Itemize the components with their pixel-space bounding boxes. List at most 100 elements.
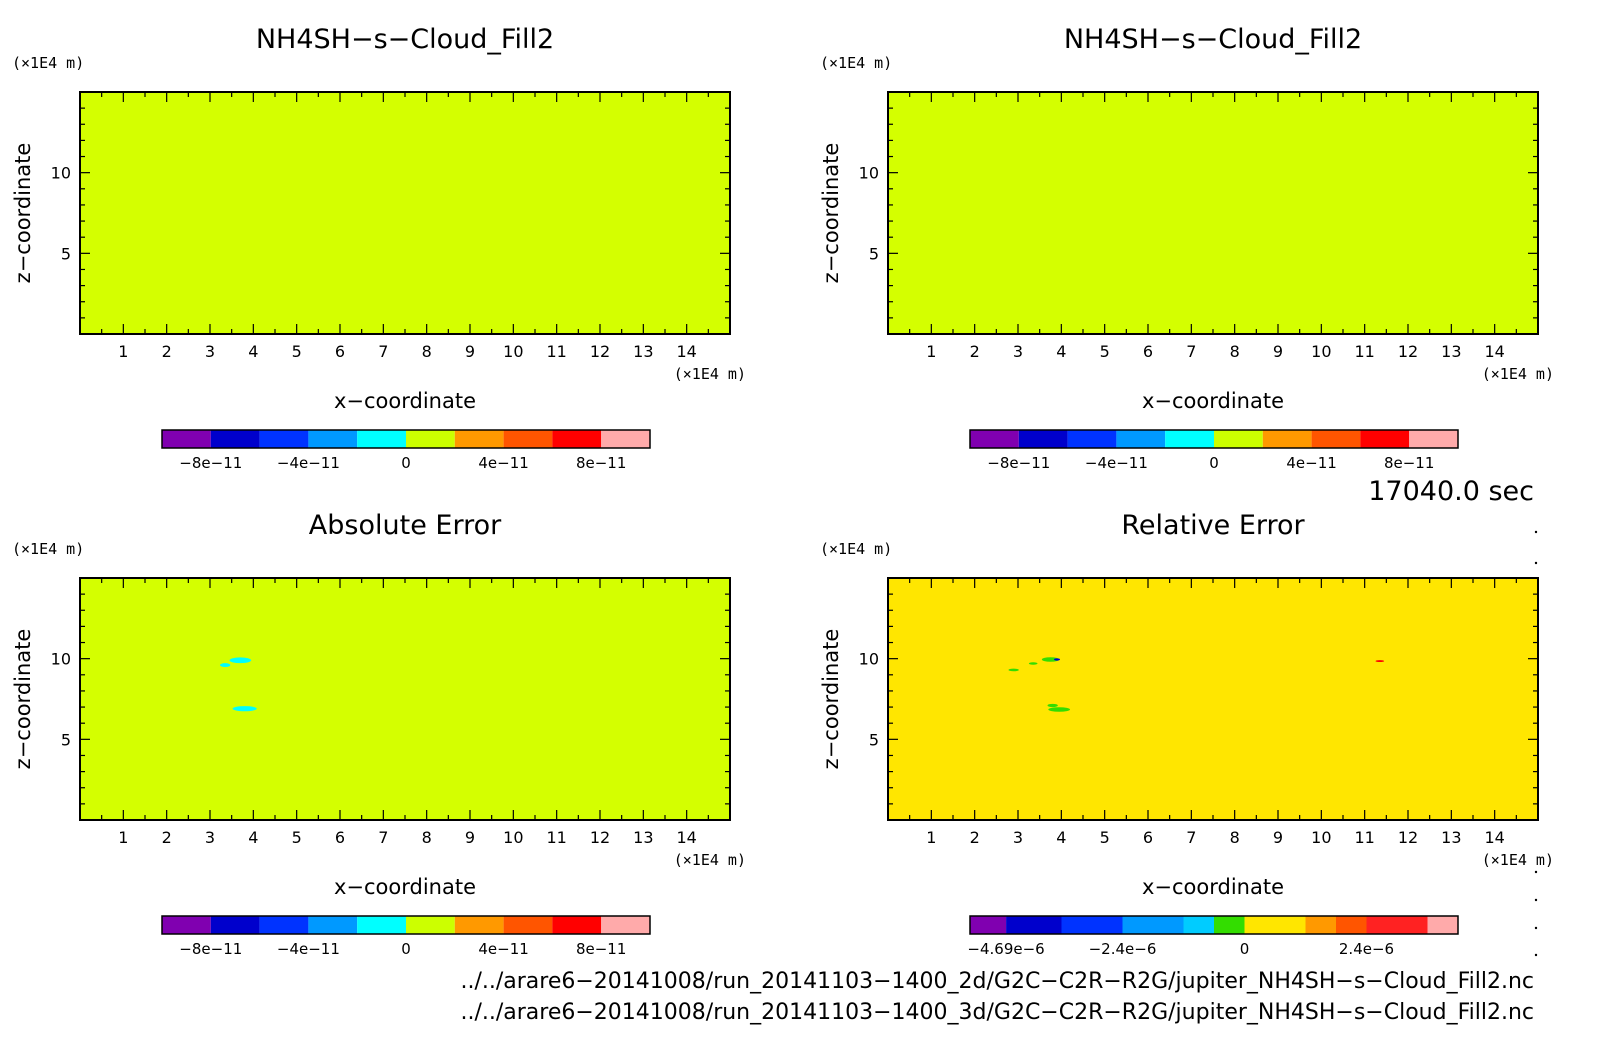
colorbar-segment <box>1006 916 1062 934</box>
panel-4: Relative Error(×1E4 m)1 2 3 4 5 6 7 8 9 10 11 12 13 1… <box>819 510 1554 958</box>
colorbar-segment <box>503 916 553 934</box>
x-axis-label: x−coordinate <box>1142 875 1284 899</box>
edge-dot <box>1534 898 1538 902</box>
y-axis-label: z−coordinate <box>819 629 843 770</box>
colorbar-segment <box>308 916 358 934</box>
colorbar-segment <box>1061 916 1123 934</box>
field-background <box>888 578 1538 820</box>
x-unit-label: (×1E4 m) <box>1482 851 1554 869</box>
x-tick-label: 10 <box>1311 828 1331 847</box>
x-tick-label: 4 <box>248 828 258 847</box>
x-tick-label: 2 <box>970 828 980 847</box>
x-tick-label: 3 <box>1013 828 1023 847</box>
y-tick-label: 10 <box>51 650 71 669</box>
panel-title: Absolute Error <box>309 510 502 541</box>
field-feature-3 <box>1028 662 1038 665</box>
x-axis-label: x−coordinate <box>334 875 476 899</box>
x-tick-label: 9 <box>465 342 475 361</box>
panel-title: NH4SH−s−Cloud_Fill2 <box>256 24 554 55</box>
colorbar-segment <box>1305 916 1336 934</box>
x-tick-label: 8 <box>1230 342 1240 361</box>
x-tick-label: 12 <box>590 342 610 361</box>
colorbar-segment <box>406 916 455 934</box>
footer-line-1: ../../arare6−20141008/run_20141103−1400_… <box>460 969 1534 994</box>
x-tick-label: 3 <box>205 342 215 361</box>
colorbar-tick-label: 4e−11 <box>478 454 528 472</box>
x-tick-label: 6 <box>335 342 345 361</box>
x-axis-label: x−coordinate <box>1142 389 1284 413</box>
edge-dot <box>1534 530 1538 534</box>
colorbar-tick-label: 0 <box>401 454 411 472</box>
x-tick-label: 12 <box>590 828 610 847</box>
field-feature-5 <box>1047 703 1058 708</box>
field-background <box>888 92 1538 334</box>
x-tick-label: 8 <box>422 828 432 847</box>
edge-dot <box>1534 561 1538 565</box>
panel-3: Absolute Error(×1E4 m)1 2 3 4 5 6 7 8 9 10 11 12 13 1… <box>11 510 746 958</box>
y-tick-label: 5 <box>869 244 879 263</box>
x-tick-label: 5 <box>292 342 302 361</box>
field-feature-6 <box>1048 707 1070 712</box>
x-tick-label: 13 <box>1441 828 1461 847</box>
colorbar-segment <box>970 916 1007 934</box>
colorbar-segment <box>552 916 602 934</box>
x-tick-label: 6 <box>1143 828 1153 847</box>
colorbar-segment <box>357 916 406 934</box>
colorbar-segment <box>454 916 504 934</box>
y-axis-label: z−coordinate <box>819 143 843 284</box>
y-tick-label: 5 <box>869 730 879 749</box>
colorbar-segment <box>357 430 406 448</box>
x-tick-label: 5 <box>1100 342 1110 361</box>
colorbar-segment <box>1360 430 1410 448</box>
colorbar-segment <box>1165 430 1214 448</box>
colorbar-segment <box>162 430 211 448</box>
field-feature-1 <box>1041 657 1060 662</box>
colorbar-segment <box>1214 916 1245 934</box>
colorbar-segment <box>1366 916 1428 934</box>
field-feature-7 <box>1375 660 1385 663</box>
y-tick-label: 5 <box>61 244 71 263</box>
x-tick-label: 2 <box>162 342 172 361</box>
x-tick-label: 8 <box>1230 828 1240 847</box>
field-background <box>80 92 730 334</box>
edge-dot <box>1534 953 1538 957</box>
x-tick-label: 11 <box>1354 342 1374 361</box>
x-tick-label: 1 <box>926 828 936 847</box>
x-tick-label: 10 <box>1311 342 1331 361</box>
x-tick-label: 7 <box>378 342 388 361</box>
field-background <box>80 578 730 820</box>
x-tick-label: 11 <box>546 828 566 847</box>
colorbar-segment <box>308 430 358 448</box>
colorbar-segment <box>601 916 650 934</box>
x-tick-label: 12 <box>1398 828 1418 847</box>
x-tick-label: 7 <box>378 828 388 847</box>
x-tick-label: 5 <box>292 828 302 847</box>
x-tick-label: 14 <box>1484 828 1504 847</box>
y-tick-label: 5 <box>61 730 71 749</box>
colorbar-segment <box>454 430 504 448</box>
colorbar-tick-label: 8e−11 <box>1384 454 1434 472</box>
x-tick-label: 14 <box>676 342 696 361</box>
x-tick-label: 7 <box>1186 342 1196 361</box>
x-tick-label: 2 <box>162 828 172 847</box>
y-unit-label: (×1E4 m) <box>820 54 892 72</box>
colorbar-segment <box>259 430 309 448</box>
colorbar-segment <box>1067 430 1117 448</box>
colorbar-segment <box>1244 916 1306 934</box>
colorbar-segment <box>970 430 1019 448</box>
panel-title: NH4SH−s−Cloud_Fill2 <box>1064 24 1362 55</box>
colorbar-segment <box>1122 916 1184 934</box>
x-tick-label: 13 <box>633 828 653 847</box>
x-tick-label: 2 <box>970 342 980 361</box>
colorbar-segment <box>552 430 602 448</box>
y-axis-label: z−coordinate <box>11 143 35 284</box>
x-tick-label: 8 <box>422 342 432 361</box>
colorbar-tick-label: −8e−11 <box>179 940 242 958</box>
x-tick-label: 6 <box>335 828 345 847</box>
x-tick-label: 11 <box>546 342 566 361</box>
x-tick-label: 12 <box>1398 342 1418 361</box>
colorbar-segment <box>503 430 553 448</box>
x-tick-label: 11 <box>1354 828 1374 847</box>
colorbar-segment <box>406 430 455 448</box>
